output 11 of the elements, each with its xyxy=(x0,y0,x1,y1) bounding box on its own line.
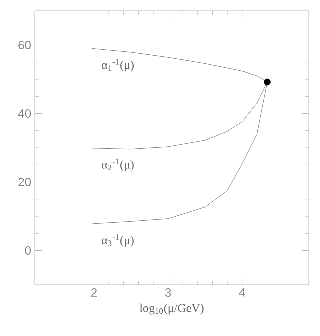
x-tick-label: 2 xyxy=(92,288,97,297)
x-tick-label: 4 xyxy=(239,288,246,297)
y-tick-label: 20 xyxy=(18,178,32,187)
y-tick-label: 40 xyxy=(18,110,32,118)
x-axis-title: log$_{10}$(μ/GeV) xyxy=(140,304,204,315)
series-label: α$_{3}$$^{-1}$(μ) xyxy=(102,234,134,247)
series-label: α$_{2}$$^{-1}$(μ) xyxy=(102,158,134,172)
x-tick-label: 3 xyxy=(165,288,172,298)
series-label: α$_{1}$$^{-1}$(μ) xyxy=(102,59,134,72)
y-tick-label: 60 xyxy=(18,41,32,50)
y-tick-label: 0 xyxy=(25,246,32,256)
